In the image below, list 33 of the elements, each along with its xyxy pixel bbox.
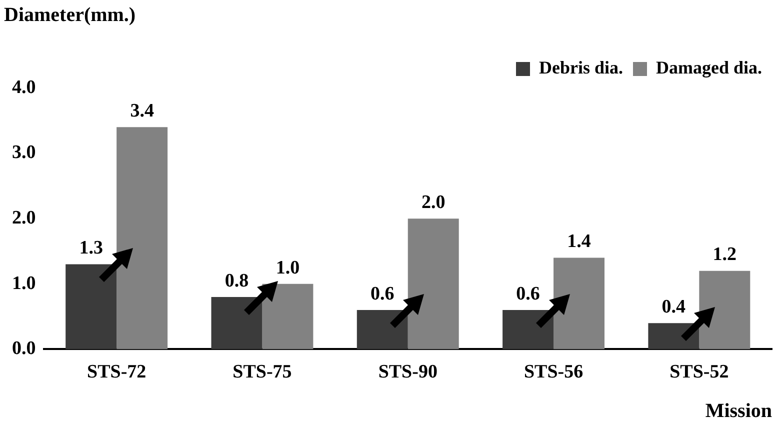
legend-label: Damaged dia. [656, 58, 762, 78]
y-tick-label: 1.0 [12, 272, 36, 294]
legend-label: Debris dia. [538, 58, 624, 78]
data-label: 1.4 [567, 231, 592, 252]
bar [211, 296, 262, 350]
data-label: 0.6 [370, 283, 394, 304]
x-axis-title: Mission [705, 400, 772, 422]
bar [262, 284, 314, 350]
y-tick-label: 2.0 [12, 208, 36, 229]
data-label: 0.6 [516, 283, 540, 304]
bar [356, 310, 408, 350]
y-tick-label: 3.0 [12, 142, 36, 164]
data-label: 3.4 [130, 100, 154, 122]
data-label: 1.0 [276, 257, 300, 278]
bar [554, 258, 605, 350]
x-tick-label: STS-56 [524, 362, 584, 383]
x-tick-label: STS-90 [378, 362, 438, 383]
x-tick-label: STS-72 [87, 362, 146, 383]
bar [408, 218, 459, 350]
bar [699, 270, 750, 350]
bar [502, 310, 554, 350]
data-label: 0.8 [224, 270, 249, 292]
y-tick-label: 4.0 [12, 76, 36, 98]
x-tick-label: STS-52 [670, 362, 729, 383]
data-label: 0.4 [662, 296, 686, 318]
y-axis-title: Diameter(mm.) [4, 4, 136, 26]
data-label: 2.0 [421, 192, 446, 214]
data-label: 1.3 [79, 238, 103, 259]
x-tick-label: STS-75 [232, 362, 292, 383]
data-label: 1.2 [712, 244, 737, 266]
y-tick-label: 0.0 [12, 338, 36, 360]
bar [66, 264, 117, 350]
bar [116, 127, 168, 350]
